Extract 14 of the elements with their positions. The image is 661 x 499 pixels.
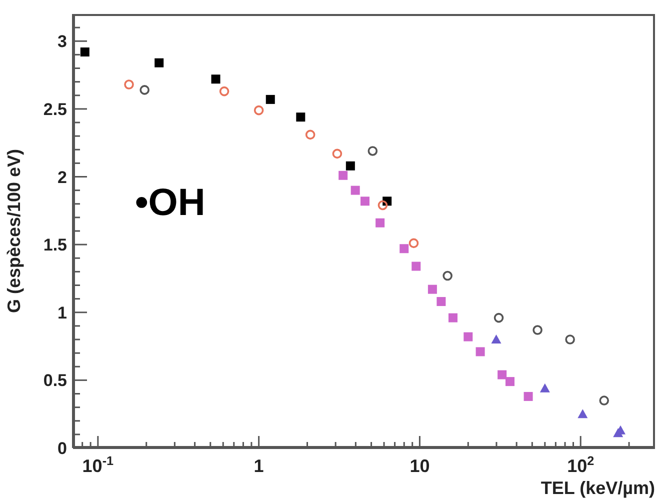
- y-tick-label: 1.5: [43, 236, 67, 255]
- y-tick-label: 2: [58, 168, 67, 187]
- y-tick-label: 2.5: [43, 100, 67, 119]
- annotation: •OH: [135, 182, 206, 225]
- y-tick-label: 3: [58, 32, 67, 52]
- y-axis-title: G (espèces/100 eV): [4, 148, 24, 314]
- x-tick-label: 1: [254, 456, 264, 476]
- x-axis-title: TEL (keV/µm): [540, 478, 655, 498]
- y-tick-label: 0.5: [43, 371, 67, 390]
- y-tick-label: 1: [58, 303, 67, 322]
- x-tick-label: 10: [410, 456, 430, 476]
- y-tick-label: 0: [58, 439, 67, 458]
- x-tick-label: 10$^{2}$: [567, 454, 594, 476]
- x-tick-label: 10$^{-1}$: [82, 454, 114, 476]
